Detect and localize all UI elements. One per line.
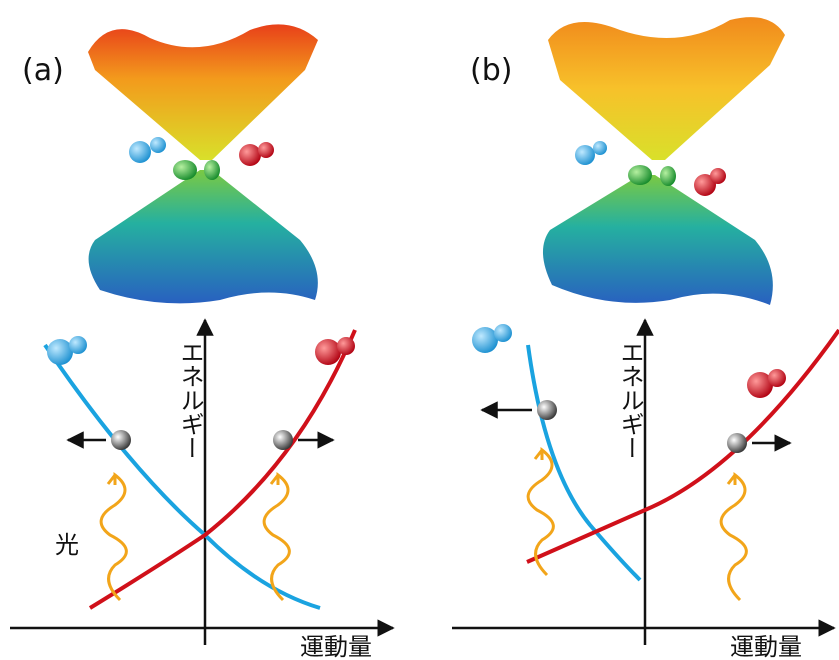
red-particle	[710, 168, 726, 184]
y-axis-label: エネルギー	[616, 340, 644, 460]
lower-cone	[542, 175, 773, 305]
blue-band	[526, 344, 642, 582]
blue-particle	[575, 145, 595, 165]
green-particle	[628, 165, 652, 185]
green-particle	[173, 160, 197, 180]
blue-particle	[150, 137, 166, 153]
blue-particle	[129, 141, 151, 163]
light-wave	[719, 471, 748, 602]
blue-particle	[47, 339, 73, 365]
light-wave	[99, 471, 128, 602]
red-band	[88, 329, 357, 610]
electron	[273, 430, 293, 450]
x-axis-label: 運動量	[730, 633, 802, 660]
upper-cone	[88, 24, 318, 160]
light-label: 光	[55, 531, 79, 559]
x-axis-label: 運動量	[300, 633, 372, 660]
electron	[111, 430, 131, 450]
red-particle	[258, 142, 274, 158]
panel-a: (a) エネルギー 運動量 光	[10, 24, 395, 660]
red-particle	[337, 337, 355, 355]
panel-label: (a)	[22, 53, 64, 88]
panel-b: (b) エネルギー 運動量	[452, 17, 839, 660]
lower-cone	[88, 170, 318, 304]
blue-band	[43, 343, 321, 610]
electron	[727, 433, 747, 453]
blue-particle	[472, 327, 498, 353]
green-particle	[660, 166, 676, 186]
blue-particle	[494, 324, 512, 342]
red-particle	[747, 372, 773, 398]
electron	[537, 400, 557, 420]
light-wave	[526, 446, 555, 577]
red-particle	[239, 144, 261, 166]
y-axis-label: エネルギー	[176, 340, 204, 460]
green-particle	[204, 160, 220, 180]
blue-particle	[69, 336, 87, 354]
blue-particle	[593, 141, 607, 155]
upper-cone	[548, 17, 785, 161]
panel-label: (b)	[470, 53, 512, 88]
red-particle	[768, 369, 786, 387]
red-particle	[694, 174, 716, 196]
light-wave	[262, 471, 291, 602]
red-particle	[315, 339, 341, 365]
red-band	[526, 328, 839, 564]
